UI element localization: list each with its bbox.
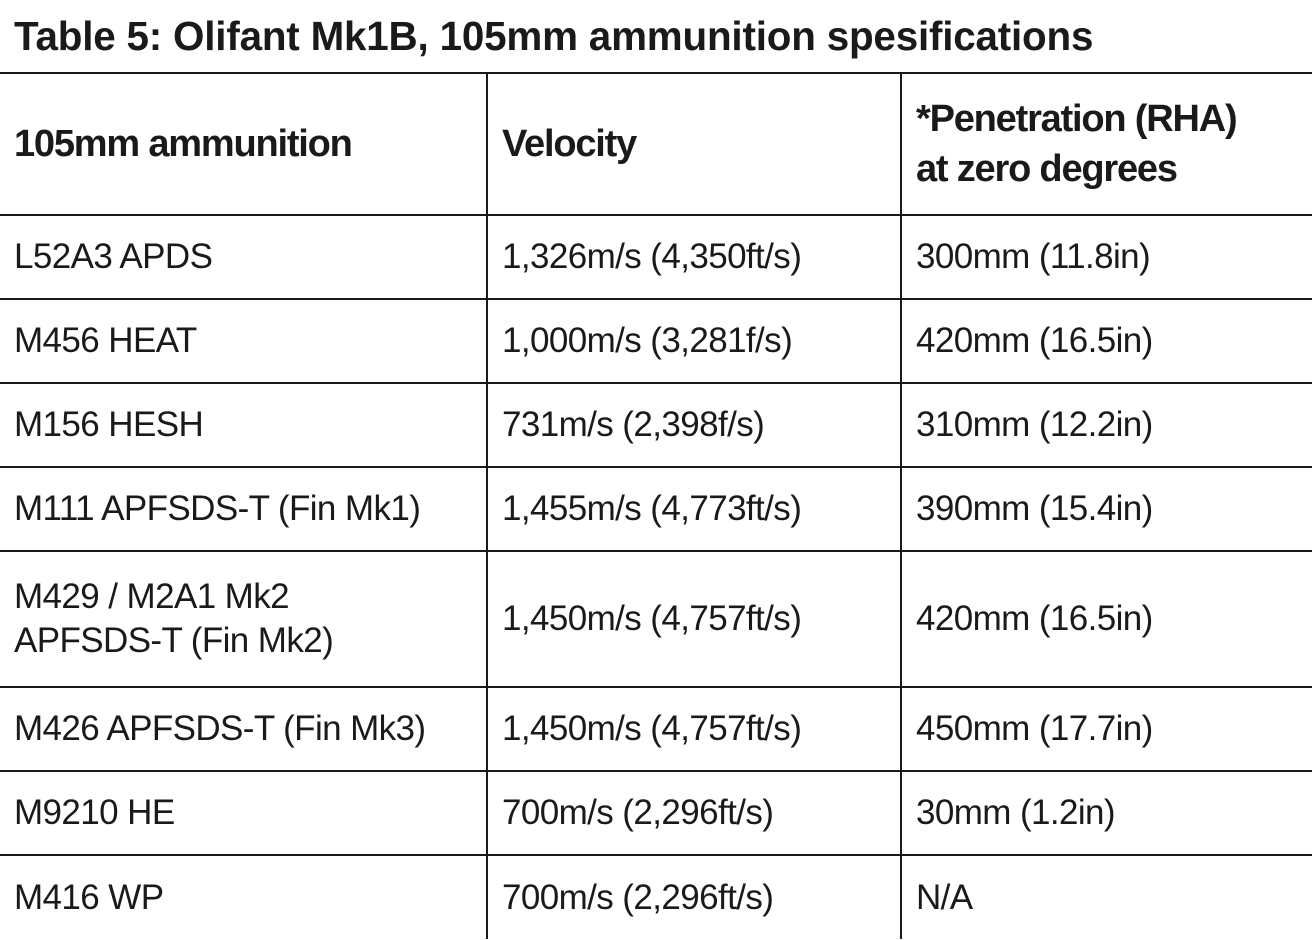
cell-ammunition: L52A3 APDS (0, 214, 488, 300)
cell-ammunition: M456 HEAT (0, 298, 488, 384)
cell-ammunition: M111 APFSDS-T (Fin Mk1) (0, 466, 488, 552)
table-row: M429 / M2A1 Mk2 APFSDS-T (Fin Mk2) 1,450… (0, 550, 1312, 688)
cell-ammunition: M9210 HE (0, 770, 488, 856)
cell-velocity: 731m/s (2,398f/s) (486, 382, 902, 468)
header-penetration-label: *Penetration (RHA) at zero degrees (916, 98, 1238, 190)
cell-penetration: 310mm (12.2in) (900, 382, 1312, 468)
header-row: 105mm ammunition Velocity *Penetration (… (0, 74, 1312, 216)
table-row: L52A3 APDS 1,326m/s (4,350ft/s) 300mm (1… (0, 214, 1312, 300)
cell-penetration: N/A (900, 854, 1312, 939)
cell-velocity: 1,455m/s (4,773ft/s) (486, 466, 902, 552)
header-ammunition: 105mm ammunition (0, 74, 488, 216)
cell-penetration: 390mm (15.4in) (900, 466, 1312, 552)
cell-penetration: 300mm (11.8in) (900, 214, 1312, 300)
header-ammunition-label: 105mm ammunition (14, 123, 353, 165)
cell-ammunition: M429 / M2A1 Mk2 APFSDS-T (Fin Mk2) (0, 550, 488, 688)
cell-penetration: 420mm (16.5in) (900, 550, 1312, 688)
cell-penetration: 420mm (16.5in) (900, 298, 1312, 384)
cell-velocity: 1,450m/s (4,757ft/s) (486, 686, 902, 772)
cell-velocity: 1,450m/s (4,757ft/s) (486, 550, 902, 688)
cell-ammunition: M426 APFSDS-T (Fin Mk3) (0, 686, 488, 772)
cell-ammunition: M416 WP (0, 854, 488, 939)
table-row: M426 APFSDS-T (Fin Mk3) 1,450m/s (4,757f… (0, 686, 1312, 772)
table-row: M156 HESH 731m/s (2,398f/s) 310mm (12.2i… (0, 382, 1312, 468)
table-row: M456 HEAT 1,000m/s (3,281f/s) 420mm (16.… (0, 298, 1312, 384)
cell-velocity: 700m/s (2,296ft/s) (486, 770, 902, 856)
cell-penetration: 450mm (17.7in) (900, 686, 1312, 772)
cell-velocity: 700m/s (2,296ft/s) (486, 854, 902, 939)
cell-ammunition-text: M429 / M2A1 Mk2 APFSDS-T (Fin Mk2) (14, 577, 334, 660)
cell-penetration: 30mm (1.2in) (900, 770, 1312, 856)
cell-ammunition: M156 HESH (0, 382, 488, 468)
header-penetration: *Penetration (RHA) at zero degrees (900, 74, 1312, 216)
cell-velocity: 1,000m/s (3,281f/s) (486, 298, 902, 384)
table-title: Table 5: Olifant Mk1B, 105mm ammunition … (14, 12, 1094, 59)
table-row: M416 WP 700m/s (2,296ft/s) N/A (0, 854, 1312, 939)
header-velocity-label: Velocity (502, 123, 637, 165)
title-bar: Table 5: Olifant Mk1B, 105mm ammunition … (0, 0, 1312, 74)
header-velocity: Velocity (486, 74, 902, 216)
ammunition-table: 105mm ammunition Velocity *Penetration (… (0, 74, 1312, 939)
table-row: M9210 HE 700m/s (2,296ft/s) 30mm (1.2in) (0, 770, 1312, 856)
cell-velocity: 1,326m/s (4,350ft/s) (486, 214, 902, 300)
table-row: M111 APFSDS-T (Fin Mk1) 1,455m/s (4,773f… (0, 466, 1312, 552)
